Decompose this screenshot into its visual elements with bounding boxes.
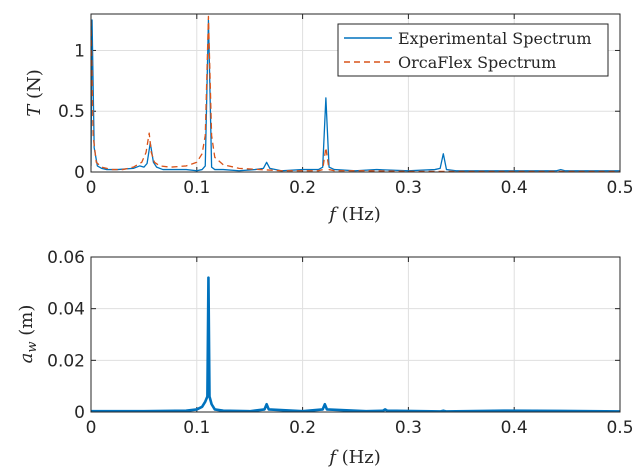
axes-frame-bottom bbox=[90, 256, 621, 413]
y-axis-label-bottom: aw (m) bbox=[16, 305, 40, 364]
x-tick-label: 0 bbox=[86, 418, 97, 438]
series-group-top bbox=[91, 15, 620, 172]
y-tick-label: 0.06 bbox=[47, 248, 85, 268]
series-line-top-0 bbox=[91, 19, 620, 172]
x-tick-label: 0.2 bbox=[289, 178, 316, 198]
x-tick-label: 0.4 bbox=[501, 418, 528, 438]
x-tick-label: 0.3 bbox=[395, 178, 422, 198]
series-line-bottom-0 bbox=[91, 276, 620, 412]
y-tick-labels-bottom: 0 0.02 0.04 0.06 bbox=[47, 248, 85, 423]
y-tick-label: 0.5 bbox=[58, 102, 85, 122]
x-tick-label: 0.4 bbox=[501, 178, 528, 198]
y-tick-label: 0 bbox=[74, 403, 85, 423]
x-tick-label: 0.1 bbox=[183, 418, 210, 438]
y-tick-label: 0.02 bbox=[47, 351, 85, 371]
legend-label-experimental: Experimental Spectrum bbox=[398, 29, 591, 48]
y-axis-label-top: T (N) bbox=[24, 69, 45, 117]
subplot-bottom: 0 0.1 0.2 0.3 0.4 0.5 0 0.02 0.04 0.06 f (Hz) aw… bbox=[16, 248, 634, 468]
y-tick-label: 1 bbox=[74, 41, 85, 61]
x-tick-label: 0.5 bbox=[606, 418, 633, 438]
y-tick-label: 0 bbox=[74, 163, 85, 183]
legend: Experimental Spectrum OrcaFlex Spectrum bbox=[337, 23, 609, 77]
subplot-top: 0 0.1 0.2 0.3 0.4 0.5 00.51 f (Hz) T (N) Expe… bbox=[24, 13, 634, 225]
x-tick-label: 0 bbox=[86, 178, 97, 198]
legend-box bbox=[337, 23, 609, 77]
legend-label-orcaflex: OrcaFlex Spectrum bbox=[398, 53, 556, 72]
x-tick-labels-bottom: 0 0.1 0.2 0.3 0.4 0.5 bbox=[86, 418, 634, 438]
x-axis-label-top: f (Hz) bbox=[327, 204, 381, 225]
x-tick-label: 0.2 bbox=[289, 418, 316, 438]
y-tick-labels-top: 00.51 bbox=[58, 41, 85, 183]
plot-area-bottom bbox=[91, 257, 620, 412]
series-line-top-1 bbox=[91, 15, 620, 172]
x-tick-labels-top: 0 0.1 0.2 0.3 0.4 0.5 bbox=[86, 178, 634, 198]
y-tick-label: 0.04 bbox=[47, 300, 85, 320]
x-tick-label: 0.3 bbox=[395, 418, 422, 438]
x-tick-label: 0.1 bbox=[183, 178, 210, 198]
x-axis-label-bottom: f (Hz) bbox=[327, 447, 381, 468]
series-group-bottom bbox=[91, 276, 620, 412]
x-tick-label: 0.5 bbox=[606, 178, 633, 198]
axes-frame-top bbox=[90, 13, 621, 173]
